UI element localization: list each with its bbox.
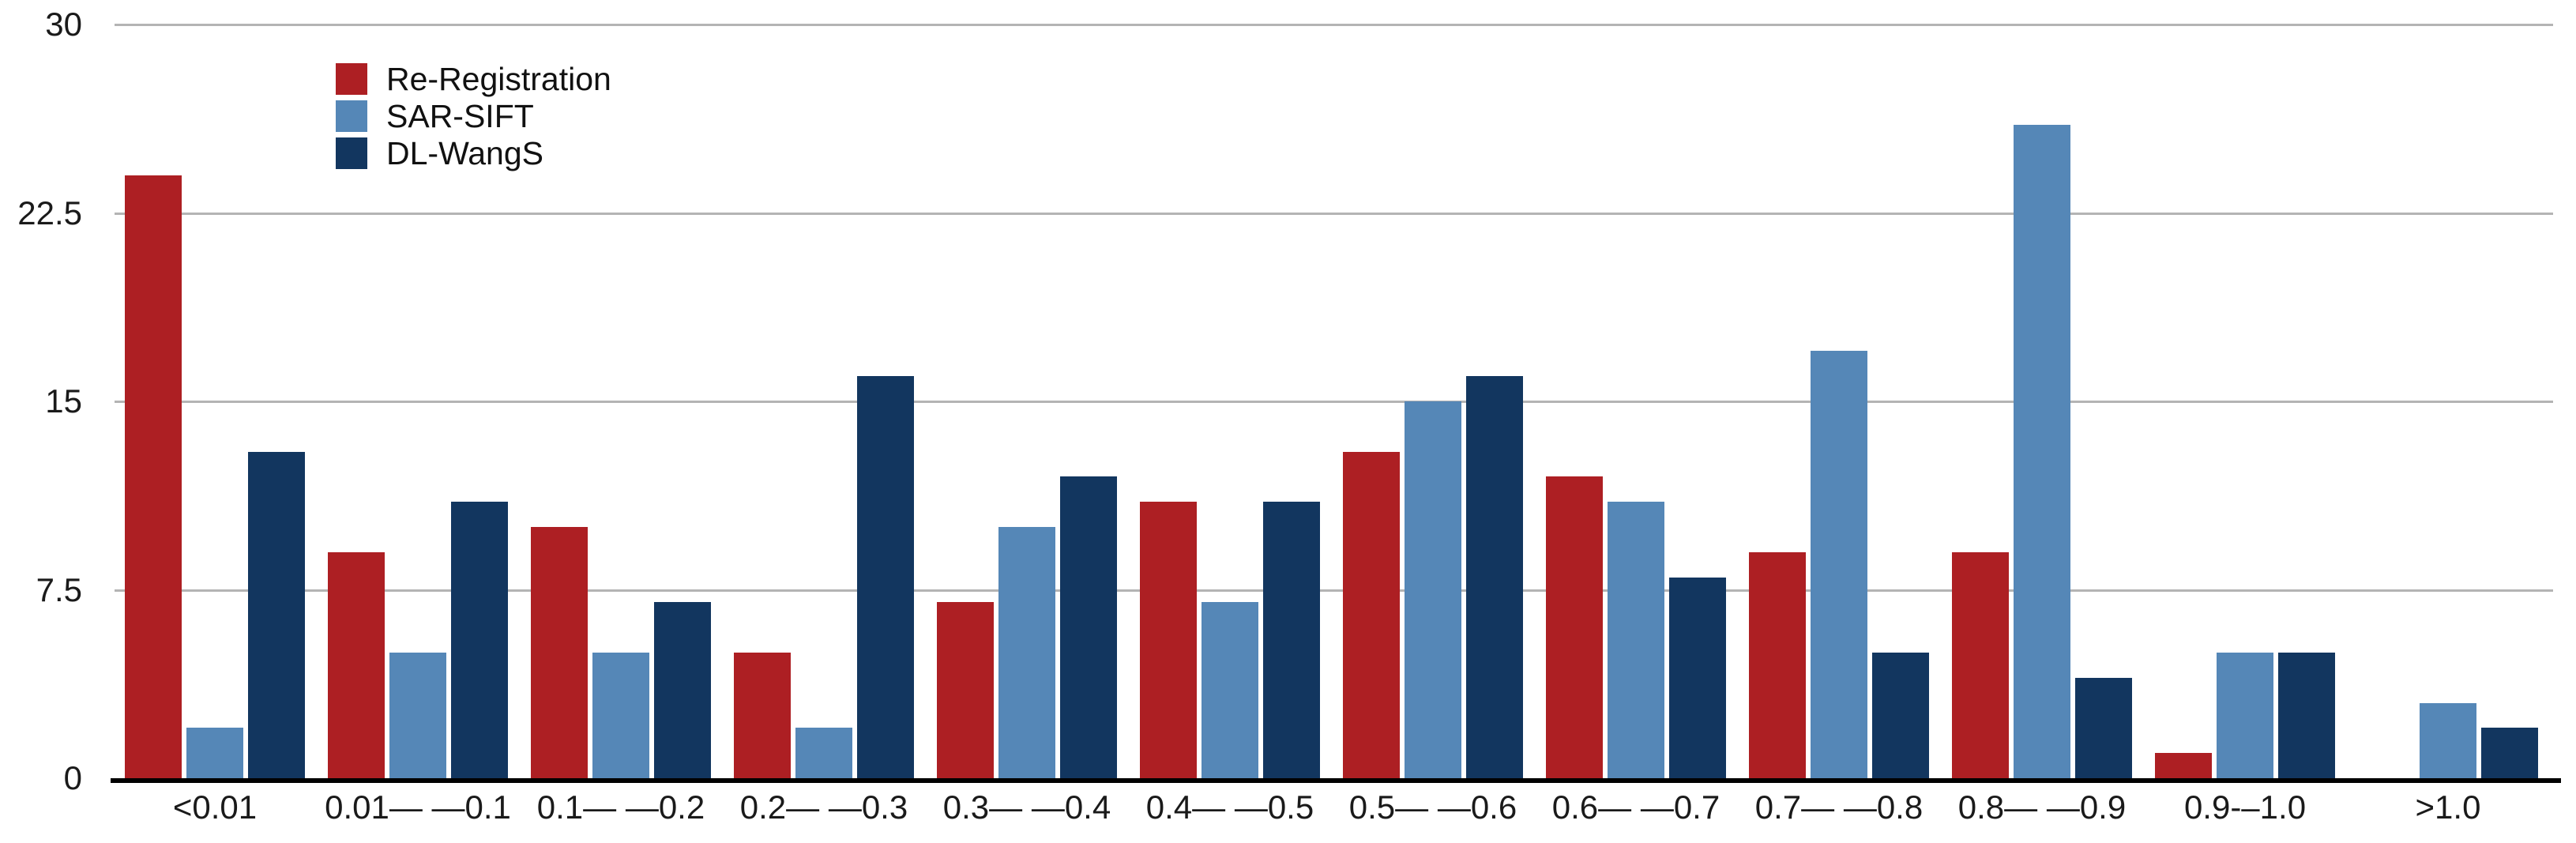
y-tick-label: 15 xyxy=(45,382,82,420)
y-tick-label: 0 xyxy=(63,759,82,796)
x-tick-label: 0.01— —0.1 xyxy=(325,788,511,826)
bar-dl-wangs-3 xyxy=(857,376,914,778)
bar-sar-sift-4 xyxy=(998,527,1055,778)
legend-swatch-icon xyxy=(336,63,367,95)
bar-re-registration-8 xyxy=(1749,552,1806,778)
bar-sar-sift-2 xyxy=(592,653,649,778)
x-axis-line xyxy=(111,778,2561,783)
bar-dl-wangs-2 xyxy=(654,602,711,778)
x-tick-label: 0.1— —0.2 xyxy=(536,788,705,826)
legend-item: SAR-SIFT xyxy=(336,97,611,134)
bar-re-registration-5 xyxy=(1140,502,1197,778)
bar-dl-wangs-9 xyxy=(2075,678,2132,778)
legend-item: Re-Registration xyxy=(336,60,611,97)
bar-sar-sift-1 xyxy=(389,653,446,778)
y-tick-label: 7.5 xyxy=(36,571,82,608)
legend-label: DL-WangS xyxy=(386,134,543,171)
bar-sar-sift-10 xyxy=(2217,653,2273,778)
x-tick-label: 0.5— —0.6 xyxy=(1348,788,1517,826)
bar-re-registration-10 xyxy=(2155,753,2212,778)
x-tick-label: 0.4— —0.5 xyxy=(1145,788,1314,826)
x-tick-label: <0.01 xyxy=(172,788,258,826)
bar-dl-wangs-0 xyxy=(248,452,305,778)
x-tick-label: 0.9-–1.0 xyxy=(2183,788,2307,826)
legend-item: DL-WangS xyxy=(336,134,611,171)
bar-re-registration-9 xyxy=(1952,552,2009,778)
bar-re-registration-7 xyxy=(1546,476,1603,778)
bar-re-registration-2 xyxy=(531,527,588,778)
legend: Re-Registration SAR-SIFT DL-WangS xyxy=(336,60,611,175)
x-tick-label: 0.6— —0.7 xyxy=(1551,788,1720,826)
legend-swatch-icon xyxy=(336,100,367,132)
bar-re-registration-0 xyxy=(125,175,182,778)
x-tick-label: 0.2— —0.3 xyxy=(739,788,908,826)
bar-sar-sift-3 xyxy=(795,728,852,778)
y-tick-label: 22.5 xyxy=(17,194,82,231)
bar-re-registration-3 xyxy=(734,653,791,778)
bar-sar-sift-11 xyxy=(2420,703,2476,778)
y-tick-label: 30 xyxy=(45,6,82,43)
bar-dl-wangs-8 xyxy=(1872,653,1929,778)
bar-re-registration-6 xyxy=(1343,452,1400,778)
gridline-y-7.5 xyxy=(115,589,2553,592)
x-tick-label: 0.8— —0.9 xyxy=(1957,788,2127,826)
x-tick-label: 0.3— —0.4 xyxy=(942,788,1111,826)
bar-sar-sift-8 xyxy=(1811,351,1867,778)
gridline-y-22.5 xyxy=(115,213,2553,215)
gridline-y-15 xyxy=(115,401,2553,403)
gridline-y-30 xyxy=(115,24,2553,26)
bar-dl-wangs-5 xyxy=(1263,502,1320,778)
x-tick-label: 0.7— —0.8 xyxy=(1754,788,1924,826)
bar-sar-sift-0 xyxy=(186,728,243,778)
legend-label: Re-Registration xyxy=(386,60,611,97)
legend-label: SAR-SIFT xyxy=(386,97,534,134)
bar-sar-sift-7 xyxy=(1608,502,1664,778)
bar-re-registration-1 xyxy=(328,552,385,778)
bar-dl-wangs-7 xyxy=(1669,578,1726,778)
bar-dl-wangs-11 xyxy=(2481,728,2538,778)
legend-swatch-icon xyxy=(336,137,367,169)
bar-sar-sift-5 xyxy=(1202,602,1258,778)
bar-re-registration-4 xyxy=(937,602,994,778)
bar-sar-sift-9 xyxy=(2014,125,2070,778)
bar-sar-sift-6 xyxy=(1405,401,1461,778)
bar-dl-wangs-4 xyxy=(1060,476,1117,778)
bar-dl-wangs-10 xyxy=(2278,653,2335,778)
bar-dl-wangs-1 xyxy=(451,502,508,778)
bar-dl-wangs-6 xyxy=(1466,376,1523,778)
x-tick-label: >1.0 xyxy=(2415,788,2481,826)
